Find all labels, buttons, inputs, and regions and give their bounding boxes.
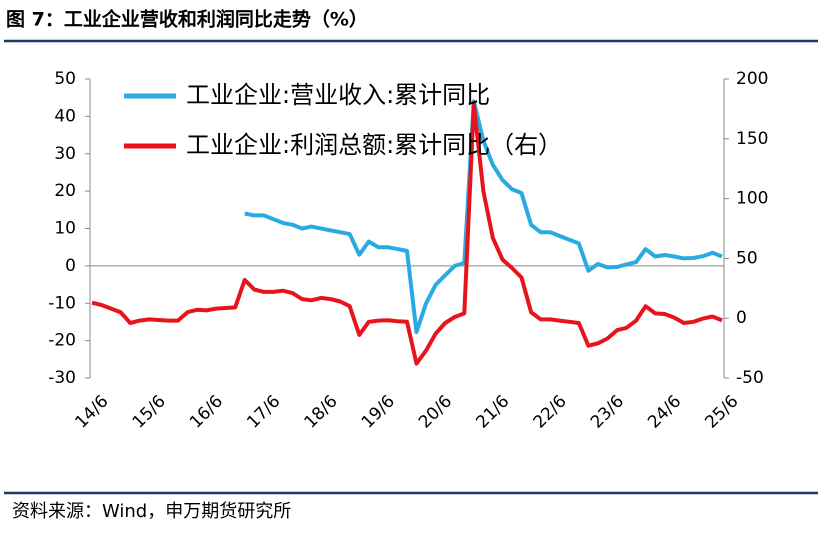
legend-label: 工业企业:利润总额:累计同比（右） (186, 131, 562, 159)
y-tick-label: 50 (54, 69, 76, 89)
y2-tick-label: 0 (736, 308, 747, 328)
x-tick-label: 15/6 (129, 391, 170, 432)
x-tick-label: 21/6 (472, 391, 513, 432)
x-tick-label: 24/6 (644, 391, 685, 432)
source: 资料来源：Wind，申万期货研究所 (12, 501, 291, 522)
series-line (244, 99, 723, 334)
y2-tick-label: 50 (736, 248, 758, 268)
x-tick-label: 22/6 (530, 391, 571, 432)
x-tick-label: 18/6 (301, 391, 342, 432)
x-tick-label: 25/6 (701, 391, 742, 432)
series-line (91, 102, 723, 366)
x-tick-label: 17/6 (243, 391, 284, 432)
y-tick-label: 30 (54, 144, 76, 164)
legend-label: 工业企业:营业收入:累计同比 (186, 81, 490, 109)
x-tick-label: 14/6 (71, 391, 112, 432)
x-tick-label: 19/6 (358, 391, 399, 432)
y2-tick-label: 150 (736, 129, 768, 149)
y-tick-label: -20 (48, 331, 76, 351)
y2-tick-label: 100 (736, 189, 768, 209)
y-tick-label: -10 (48, 293, 76, 313)
y-tick-label: -30 (48, 368, 76, 388)
y-tick-label: 40 (54, 106, 76, 126)
x-tick-label: 23/6 (587, 391, 628, 432)
y2-tick-label: -50 (736, 368, 764, 388)
y-tick-label: 10 (54, 219, 76, 239)
y-tick-label: 20 (54, 181, 76, 201)
y2-tick-label: 200 (736, 69, 768, 89)
x-tick-label: 20/6 (415, 391, 456, 432)
x-tick-label: 16/6 (186, 391, 227, 432)
chart-title: 图 7：工业企业营收和利润同比走势（%） (6, 8, 368, 31)
y-tick-label: 0 (65, 256, 76, 276)
